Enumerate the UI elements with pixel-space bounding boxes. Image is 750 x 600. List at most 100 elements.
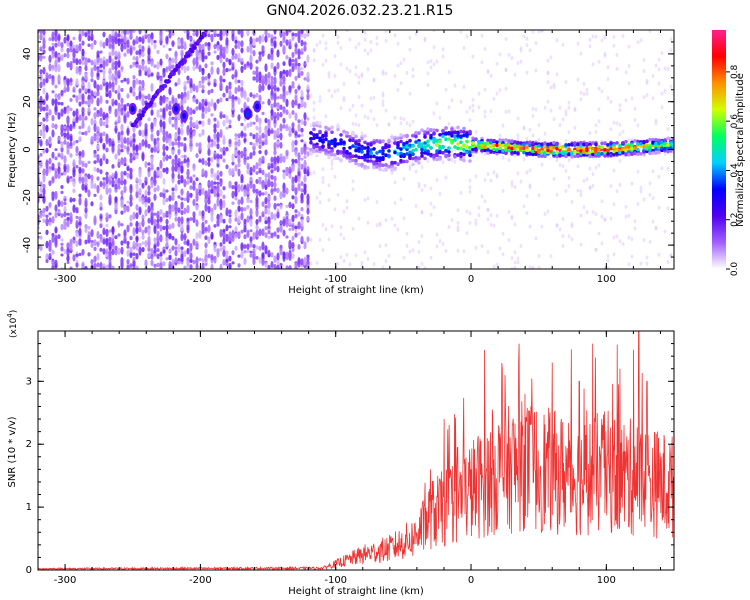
heat-cell <box>144 139 148 148</box>
heat-cell <box>297 62 301 67</box>
heat-cell <box>636 169 640 174</box>
heat-cell <box>72 86 76 92</box>
heat-cell <box>60 246 64 252</box>
heat-cell <box>264 135 268 144</box>
heat-cell <box>141 184 145 189</box>
heat-cell <box>414 134 418 139</box>
heat-cell <box>291 140 295 149</box>
heat-cell <box>141 247 145 252</box>
heat-cell <box>240 150 244 159</box>
heat-cell <box>291 147 295 153</box>
heat-cell <box>477 205 481 210</box>
heat-cell <box>69 81 73 86</box>
heat-cell <box>66 248 70 257</box>
heat-cell <box>444 131 448 135</box>
heat-cell <box>321 223 325 227</box>
heat-cell <box>477 213 481 218</box>
heat-cell <box>159 76 163 81</box>
heat-cell <box>279 30 283 38</box>
heat-cell <box>129 263 133 269</box>
heat-cell <box>210 214 214 223</box>
heat-cell <box>588 37 592 42</box>
heat-cell <box>294 112 298 121</box>
heat-cell <box>405 231 409 236</box>
heat-cell <box>54 226 58 234</box>
heat-cell <box>210 207 214 213</box>
heat-cell <box>45 118 49 122</box>
heat-cell <box>213 117 217 122</box>
heat-cell <box>240 131 244 136</box>
heat-cell <box>81 120 85 129</box>
heat-cell <box>60 238 64 242</box>
heat-cell <box>396 162 400 166</box>
heat-cell <box>84 162 88 168</box>
heat-cell <box>102 79 106 84</box>
heat-cell <box>348 138 352 142</box>
heat-cell <box>114 179 118 185</box>
heat-cell <box>372 161 376 166</box>
heat-cell <box>486 138 490 143</box>
heat-cell <box>606 96 610 101</box>
heat-cell <box>321 33 325 38</box>
heat-cell <box>306 146 310 151</box>
heat-cell <box>510 214 514 219</box>
heat-cell <box>258 160 262 167</box>
heat-cell <box>39 104 43 112</box>
heat-cell <box>93 90 97 97</box>
heat-cell <box>186 190 190 199</box>
heat-cell <box>39 81 43 89</box>
heat-cell <box>288 58 292 67</box>
heat-cell <box>192 109 196 115</box>
heat-cell <box>84 115 88 121</box>
heat-cell <box>402 134 406 138</box>
heat-cell <box>57 154 61 158</box>
heat-cell <box>360 155 364 160</box>
heat-cell <box>231 168 235 176</box>
heat-cell <box>483 152 487 157</box>
heat-cell <box>372 117 376 122</box>
heat-cell <box>255 179 259 184</box>
heat-cell <box>141 93 145 99</box>
heat-cell <box>234 245 238 251</box>
heat-cell <box>240 57 244 63</box>
heat-cell <box>165 210 169 215</box>
heat-cell <box>273 76 277 86</box>
heat-cell <box>435 128 439 133</box>
heat-cell <box>78 238 82 246</box>
heat-cell <box>240 91 244 99</box>
heat-cell <box>501 149 505 153</box>
heat-cell <box>177 166 181 175</box>
heat-cell <box>54 264 58 268</box>
heat-cell <box>153 212 157 216</box>
heat-cell <box>435 177 439 182</box>
heat-cell <box>555 150 559 155</box>
heat-cell <box>195 98 199 105</box>
heat-cell <box>408 167 412 172</box>
heat-cell <box>339 46 343 50</box>
heat-cell <box>237 215 241 224</box>
heat-cell <box>222 135 226 144</box>
heat-cell <box>204 198 208 203</box>
heat-cell <box>201 98 205 103</box>
heat-cell <box>543 131 547 136</box>
heat-cell <box>495 140 499 144</box>
heat-cell <box>204 248 208 256</box>
heat-cell <box>525 43 529 47</box>
heat-cell <box>171 172 175 179</box>
heat-cell <box>444 148 448 153</box>
heat-cell <box>63 171 67 176</box>
heat-cell <box>117 84 121 94</box>
heat-cell <box>255 93 259 98</box>
heat-cell <box>612 43 616 48</box>
heat-cell <box>273 36 277 40</box>
heat-cell <box>246 232 250 237</box>
heat-cell <box>348 37 352 42</box>
heat-cell <box>42 55 46 60</box>
heat-cell <box>69 107 73 112</box>
heat-cell <box>504 151 508 156</box>
heat-cell <box>105 37 109 47</box>
heat-cell <box>501 123 505 128</box>
heat-cell <box>81 183 85 191</box>
heat-cell <box>66 147 70 151</box>
heat-cell <box>135 177 139 183</box>
